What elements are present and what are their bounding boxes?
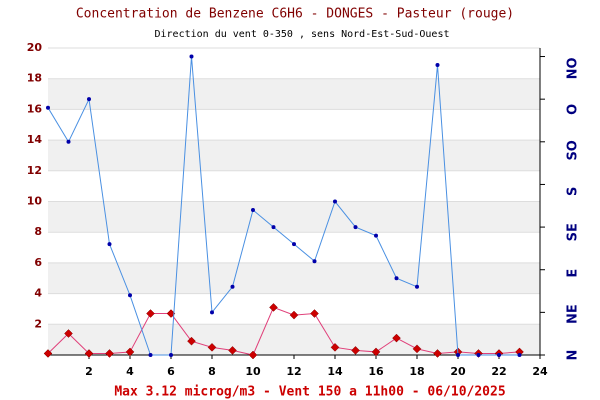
point bbox=[169, 353, 173, 357]
point bbox=[433, 349, 442, 358]
point bbox=[43, 349, 53, 358]
point bbox=[230, 284, 235, 289]
y2-tick-label: E bbox=[566, 269, 581, 278]
x-tick-label: 4 bbox=[126, 365, 134, 378]
y-tick-label: 16 bbox=[27, 102, 43, 115]
point bbox=[292, 242, 296, 247]
y2-tick-label: S bbox=[566, 187, 581, 196]
x-tick-label: 2 bbox=[85, 365, 93, 378]
grid-band bbox=[48, 324, 540, 355]
point bbox=[333, 199, 337, 204]
point bbox=[66, 139, 71, 144]
point bbox=[269, 303, 278, 312]
point bbox=[228, 346, 237, 355]
point bbox=[248, 350, 258, 360]
x-tick-label: 14 bbox=[327, 365, 343, 378]
chart-title: Concentration de Benzene C6H6 - DONGES -… bbox=[76, 7, 514, 22]
x-tick-label: 22 bbox=[491, 365, 506, 378]
point bbox=[107, 242, 112, 247]
point bbox=[271, 225, 276, 230]
y-tick-label: 8 bbox=[34, 225, 42, 238]
point bbox=[310, 309, 319, 318]
y-tick-label: 4 bbox=[34, 287, 42, 300]
point bbox=[46, 105, 50, 110]
x-tick-label: 18 bbox=[409, 365, 424, 378]
point bbox=[392, 333, 401, 343]
point bbox=[351, 346, 360, 355]
point bbox=[187, 336, 196, 346]
point bbox=[289, 310, 299, 320]
grid-band bbox=[48, 262, 540, 294]
y2-tick-label: NE bbox=[566, 304, 581, 324]
x-tick-label: 20 bbox=[450, 365, 466, 378]
grid-band bbox=[48, 78, 540, 110]
point bbox=[105, 349, 114, 358]
x-tick-label: 6 bbox=[167, 365, 175, 378]
y2-tick-label: O bbox=[566, 104, 581, 115]
point bbox=[415, 284, 419, 289]
point bbox=[353, 225, 358, 230]
point bbox=[412, 344, 422, 354]
point bbox=[374, 233, 378, 238]
series-line bbox=[47, 56, 520, 356]
point bbox=[210, 310, 214, 315]
y-tick-label: 20 bbox=[27, 41, 43, 54]
point bbox=[456, 353, 460, 357]
point bbox=[87, 97, 91, 102]
point bbox=[125, 347, 135, 357]
y-tick-label: 18 bbox=[27, 72, 42, 85]
y-tick-label: 6 bbox=[34, 256, 42, 269]
y2-tick-label: NO bbox=[566, 57, 581, 79]
point bbox=[84, 349, 94, 358]
y-tick-label: 12 bbox=[27, 164, 42, 177]
y2-tick-label: N bbox=[566, 350, 581, 361]
x-tick-label: 10 bbox=[245, 365, 261, 378]
point bbox=[497, 353, 501, 357]
x-tick-label: 8 bbox=[208, 365, 216, 378]
y-tick-label: 14 bbox=[27, 133, 43, 146]
point bbox=[146, 309, 155, 318]
chart-footer: Max 3.12 microg/m3 - Vent 150 a 11h00 - … bbox=[114, 385, 505, 400]
point bbox=[330, 342, 340, 352]
point bbox=[435, 63, 440, 68]
grid-band bbox=[48, 140, 540, 171]
point bbox=[517, 353, 522, 357]
point bbox=[128, 293, 132, 298]
point bbox=[64, 329, 73, 338]
y-tick-label: 10 bbox=[27, 195, 43, 208]
x-tick-label: 16 bbox=[368, 365, 384, 378]
y2-tick-label: SO bbox=[566, 140, 581, 160]
point bbox=[394, 276, 399, 281]
y-tick-label: 2 bbox=[34, 317, 42, 330]
x-tick-label: 24 bbox=[532, 365, 548, 378]
point bbox=[312, 259, 317, 264]
grid-band bbox=[48, 201, 540, 233]
x-tick-label: 12 bbox=[286, 365, 301, 378]
point bbox=[148, 353, 153, 357]
point bbox=[371, 347, 381, 357]
point bbox=[207, 342, 217, 352]
y2-tick-label: SE bbox=[566, 223, 581, 241]
point bbox=[476, 353, 481, 357]
point bbox=[189, 54, 194, 59]
chart-subtitle: Direction du vent 0-350 , sens Nord-Est-… bbox=[154, 29, 449, 40]
point bbox=[251, 208, 255, 213]
